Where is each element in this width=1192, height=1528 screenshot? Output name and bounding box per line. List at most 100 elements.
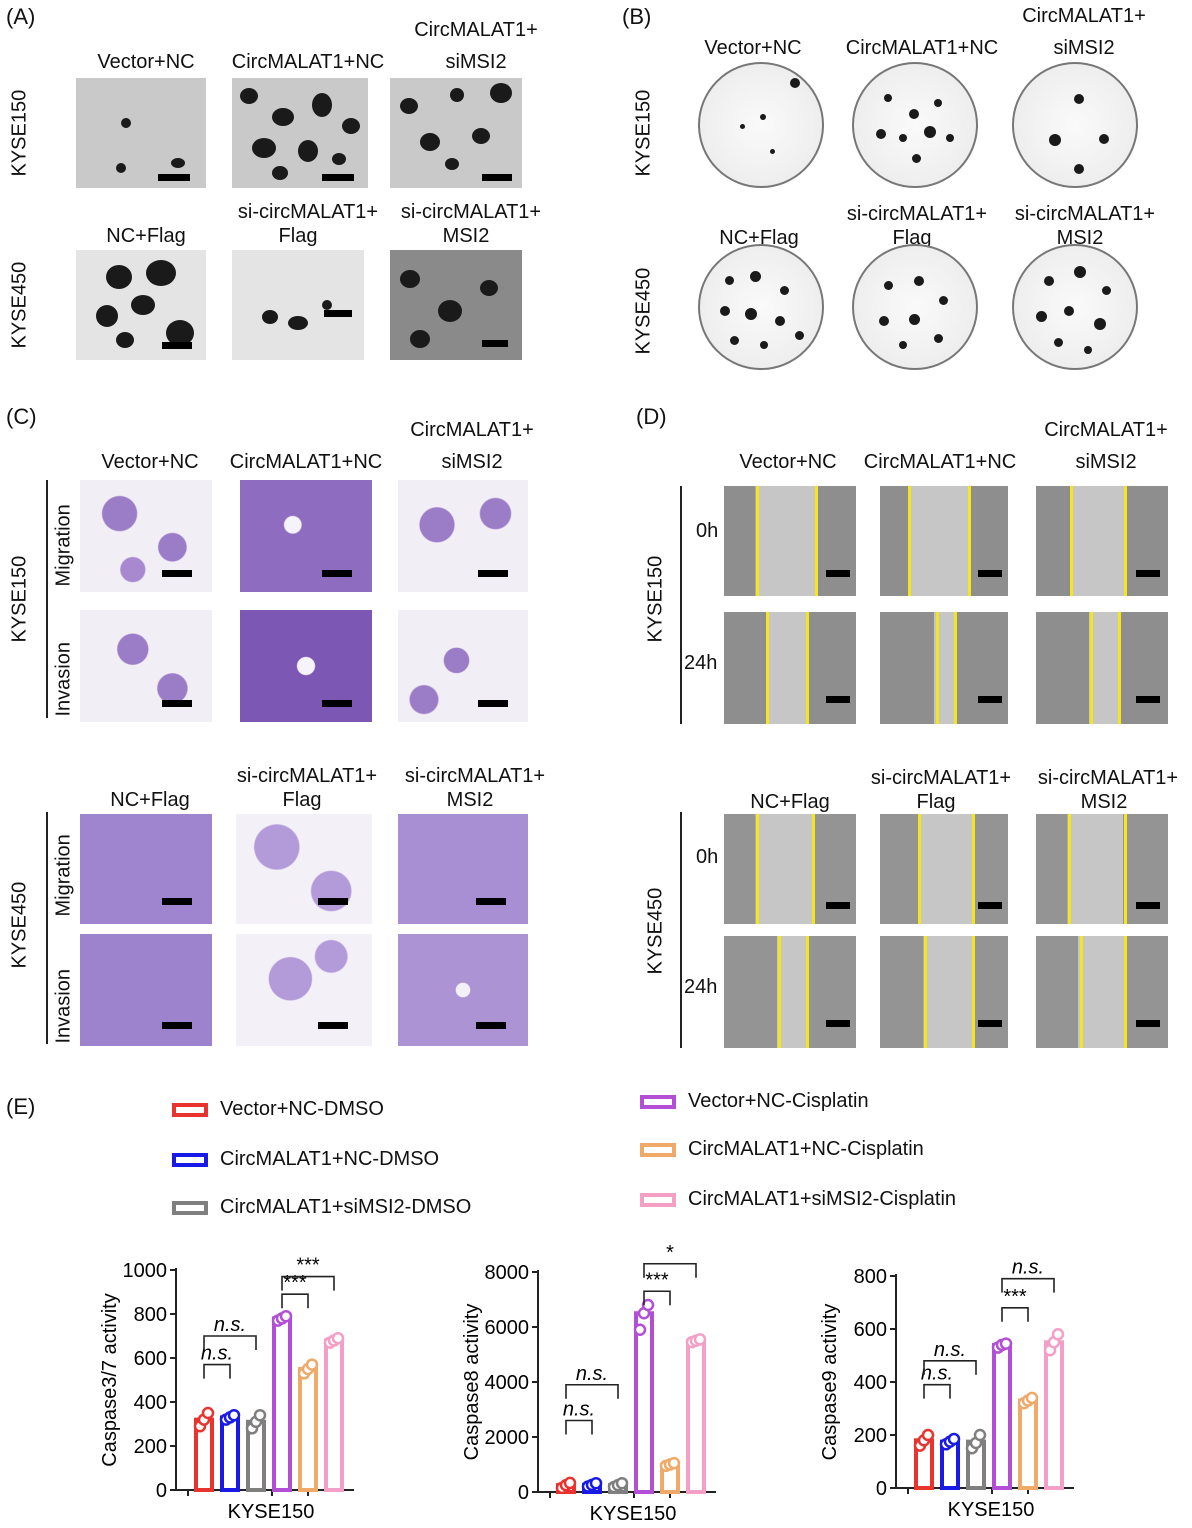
- x-axis-label: KYSE150: [590, 1503, 677, 1525]
- data-point: [921, 1428, 935, 1442]
- transwell-image: [398, 480, 528, 592]
- group-title: NC+Flag: [106, 225, 186, 247]
- row-label: KYSE450: [632, 267, 655, 355]
- wound-image: [1036, 814, 1168, 924]
- significance-bracket: [923, 1383, 951, 1399]
- significance-bracket: [1001, 1277, 1055, 1293]
- data-point: [279, 1309, 293, 1323]
- y-tick-label: 600: [854, 1319, 887, 1341]
- bar: [1044, 1340, 1064, 1490]
- divider-line: [46, 480, 48, 718]
- significance-label: n.s.: [921, 1363, 953, 1385]
- wound-image: [880, 486, 1008, 596]
- data-point: [641, 1298, 655, 1312]
- group-title: NC+Flag: [719, 227, 799, 249]
- data-point: [1025, 1391, 1039, 1405]
- legend-item: CircMALAT1+siMSI2-Cisplatin: [640, 1188, 956, 1211]
- colony-image: [232, 78, 368, 188]
- y-tick-label: 400: [854, 1372, 887, 1394]
- significance-label: n.s.: [934, 1339, 966, 1361]
- group-title: Flag: [282, 789, 322, 811]
- time-label: 0h: [696, 846, 719, 868]
- significance-label: n.s.: [1012, 1257, 1044, 1279]
- group-title: CircMALAT1+NC: [229, 451, 383, 473]
- y-tick-label: 200: [854, 1425, 887, 1447]
- group-title: CircMALAT1+NC: [845, 37, 999, 59]
- y-tick-label: 8000: [485, 1262, 530, 1284]
- assay-label: Migration: [52, 504, 75, 587]
- bar: [324, 1338, 344, 1493]
- transwell-image: [80, 480, 212, 592]
- row-label: KYSE150: [644, 555, 667, 643]
- group-title: si-circMALAT1+: [1037, 767, 1179, 789]
- row-label: KYSE150: [8, 89, 31, 177]
- significance-label: n.s.: [201, 1343, 233, 1365]
- panel-label-d: (D): [636, 404, 667, 429]
- y-tick-label: 600: [134, 1348, 167, 1370]
- legend-label: CircMALAT1+siMSI2-Cisplatin: [688, 1188, 957, 1210]
- legend-label: CircMALAT1+siMSI2-DMSO: [220, 1196, 472, 1218]
- legend-swatch: [640, 1094, 676, 1109]
- group-title: CircMALAT1+: [1022, 5, 1146, 27]
- legend-swatch: [640, 1192, 676, 1207]
- wound-image: [1036, 936, 1168, 1048]
- bar: [686, 1338, 706, 1494]
- wound-image: [724, 814, 856, 924]
- group-title: si-circMALAT1+: [237, 201, 379, 223]
- colony-dish: [852, 62, 978, 188]
- significance-label: ***: [283, 1272, 307, 1294]
- y-tick-label: 800: [134, 1304, 167, 1326]
- y-tick-label: 800: [854, 1266, 887, 1288]
- group-title: Flag: [278, 225, 318, 247]
- data-point: [1051, 1328, 1065, 1341]
- assay-label: Migration: [52, 834, 75, 917]
- wound-image: [1036, 486, 1168, 596]
- group-title: CircMALAT1+: [410, 419, 534, 441]
- group-title: siMSI2: [441, 451, 503, 473]
- significance-bracket: [1001, 1307, 1029, 1322]
- transwell-image: [80, 814, 212, 924]
- bar: [1018, 1398, 1038, 1490]
- colony-dish: [1012, 244, 1138, 370]
- colony-image: [390, 250, 522, 360]
- group-title: NC+Flag: [750, 791, 830, 813]
- transwell-image: [236, 934, 372, 1046]
- legend-item: Vector+NC-Cisplatin: [640, 1090, 869, 1113]
- y-tick-label: 200: [134, 1436, 167, 1458]
- y-axis-label: Caspase9 activity: [819, 1304, 841, 1461]
- row-label: KYSE450: [8, 881, 31, 969]
- x-axis-label: KYSE150: [948, 1499, 1035, 1521]
- group-title: si-circMALAT1+: [870, 767, 1012, 789]
- panel-label-b: (B): [622, 4, 652, 29]
- significance-bracket: [643, 1290, 671, 1306]
- bar: [220, 1415, 240, 1492]
- significance-bracket: [643, 1262, 697, 1278]
- significance-label: *: [666, 1242, 674, 1264]
- row-label: KYSE150: [8, 555, 31, 643]
- legend-item: CircMALAT1+NC-Cisplatin: [640, 1138, 924, 1161]
- colony-image: [76, 250, 206, 360]
- time-label: 24h: [684, 652, 718, 674]
- significance-bracket: [203, 1363, 231, 1379]
- y-axis-label: Caspase8 activity: [461, 1304, 483, 1461]
- significance-label: n.s.: [214, 1314, 246, 1336]
- significance-bracket: [203, 1335, 257, 1350]
- divider-line: [46, 812, 48, 1044]
- y-tick-label: 0: [518, 1482, 529, 1504]
- transwell-image: [398, 814, 528, 924]
- bar: [272, 1316, 292, 1493]
- caspase-chart-2: 0 2000 4000 6000 8000 KYSE150 Caspase8 activit…: [461, 1242, 716, 1525]
- data-point: [615, 1476, 629, 1490]
- group-title: MSI2: [446, 789, 494, 811]
- group-title: CircMALAT1+: [1044, 419, 1168, 441]
- caspase-chart-3: 0 200 400 600 800 KYSE150 Caspase9 activity n.s…: [819, 1257, 1074, 1521]
- row-label: KYSE450: [8, 261, 31, 349]
- time-label: 24h: [684, 976, 718, 998]
- group-title: MSI2: [1080, 791, 1128, 813]
- panel-label-c: (C): [6, 404, 37, 429]
- divider-line: [680, 486, 682, 724]
- transwell-image: [240, 610, 372, 722]
- significance-bracket: [565, 1419, 593, 1435]
- legend-label: Vector+NC-Cisplatin: [688, 1090, 869, 1112]
- group-title: CircMALAT1+NC: [231, 51, 385, 73]
